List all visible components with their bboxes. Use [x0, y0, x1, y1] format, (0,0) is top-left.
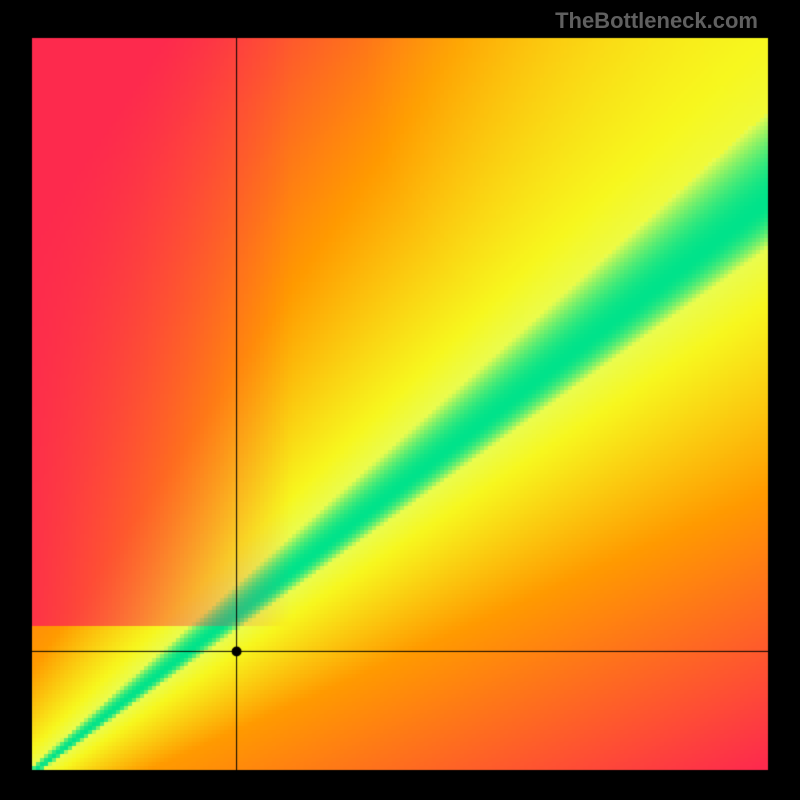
bottleneck-heatmap: [0, 0, 800, 800]
watermark-text: TheBottleneck.com: [555, 8, 758, 34]
